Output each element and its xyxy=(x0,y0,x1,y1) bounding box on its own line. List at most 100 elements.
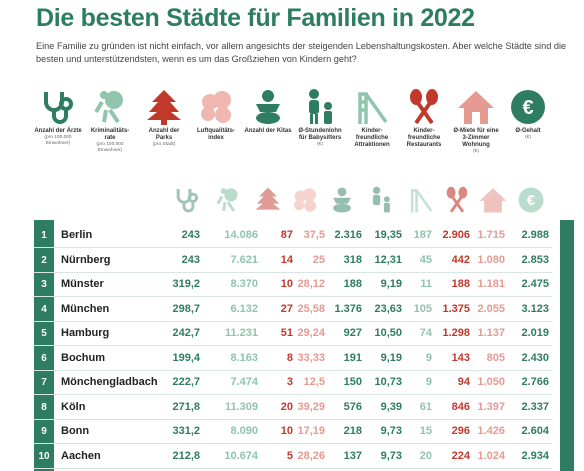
table-row: 10 Aachen 212,8 10.674 5 28,26 137 9,73 20 224 1.0… xyxy=(34,445,552,469)
city-name: Bochum xyxy=(61,351,105,364)
cell-value: 28,12 xyxy=(297,278,325,290)
cell-value: 20 xyxy=(419,449,432,462)
house-icon xyxy=(458,91,494,124)
cell-value: 143 xyxy=(451,351,470,364)
cell-value: 1.715 xyxy=(477,229,505,241)
cell-value: 2.055 xyxy=(477,302,505,315)
stethoscope-icon xyxy=(172,186,202,214)
rank-number: 1 xyxy=(41,230,47,241)
table-row: 1 Berlin 243 14.086 87 37,5 2.316 19,35 187 2.906… xyxy=(34,224,552,248)
cell-value: 25 xyxy=(312,253,325,266)
legend-item-rent: Ø-Miete für eine 3-Zimmer Wohnung (€) xyxy=(452,88,500,155)
legend-item-air: Luftqualitäts-index xyxy=(192,88,240,142)
cell-value: 191 xyxy=(343,351,362,364)
cell-value: 12,31 xyxy=(374,253,402,266)
house-icon xyxy=(478,186,508,214)
cell-value: 1.375 xyxy=(442,302,470,315)
cell-value: 199,4 xyxy=(172,351,200,364)
cell-value: 8 xyxy=(286,351,293,364)
cell-value: 243 xyxy=(181,253,200,266)
cell-value: 94 xyxy=(457,376,470,388)
city-name: Münster xyxy=(61,278,104,290)
cell-value: 576 xyxy=(343,400,362,413)
legend: Anzahl der Ärzte (pro 100.000 Einwohner)… xyxy=(34,88,584,178)
cell-value: 9 xyxy=(425,351,432,364)
legend-label: Luftqualitäts-index xyxy=(197,128,235,141)
cell-value: 11.309 xyxy=(224,400,258,413)
cell-value: 319,2 xyxy=(172,278,200,290)
cell-value: 242,7 xyxy=(172,327,200,339)
cell-value: 9,73 xyxy=(380,449,402,462)
cell-value: 2.853 xyxy=(521,253,549,266)
cell-value: 331,2 xyxy=(172,425,200,437)
cell-value: 33,33 xyxy=(297,351,325,364)
cell-value: 296 xyxy=(451,425,470,437)
cell-value: 9 xyxy=(425,376,432,388)
cell-value: 1.397 xyxy=(477,400,505,413)
cell-value: 7.474 xyxy=(230,376,258,388)
cell-value: 5 xyxy=(286,449,293,462)
legend-sub: (€) xyxy=(525,135,531,140)
cell-value: 10 xyxy=(280,278,293,290)
city-name: Mönchengladbach xyxy=(61,376,158,388)
cloud-icon xyxy=(290,186,320,214)
legend-item-doctors: Anzahl der Ärzte (pro 100.000 Einwohner) xyxy=(34,88,82,147)
intro-text: Eine Familie zu gründen ist nicht einfac… xyxy=(36,41,567,64)
cell-value: 37,5 xyxy=(303,229,325,241)
legend-item-parks: Anzahl der Parks (pro Stadt) xyxy=(140,88,188,148)
cutlery-icon xyxy=(442,186,472,214)
cell-value: 2.604 xyxy=(521,425,549,437)
legend-sub: (pro Stadt) xyxy=(152,142,176,147)
cell-value: 2.766 xyxy=(521,376,549,388)
cell-value: 9,39 xyxy=(380,400,402,413)
running-thief-icon xyxy=(213,186,243,214)
table-row: 9 Bonn 331,2 8.090 10 17,19 218 9,73 15 296 1.426 2… xyxy=(34,420,552,444)
cell-value: 20 xyxy=(280,400,293,413)
legend-label: Anzahl der Kitas xyxy=(244,128,292,134)
legend-item-restaurants: Kinder-freundliche Restaurants xyxy=(400,88,448,149)
tree-icon xyxy=(253,186,283,214)
rank-number: 2 xyxy=(41,254,47,266)
cell-value: 271,8 xyxy=(172,400,200,413)
cell-value: 9,73 xyxy=(380,425,402,437)
cell-value: 212,8 xyxy=(172,449,200,462)
table-row: 6 Bochum 199,4 8.163 8 33,33 191 9,19 9 143 805 2.4… xyxy=(34,347,552,371)
cell-value: 11.231 xyxy=(224,327,258,339)
cell-value: 51 xyxy=(280,327,293,339)
cell-value: 6.132 xyxy=(230,302,258,315)
running-thief-icon xyxy=(94,91,123,124)
rank-number: 6 xyxy=(41,352,47,364)
slide-icon xyxy=(358,92,388,124)
cell-value: 1.024 xyxy=(477,449,505,462)
cell-value: 1.181 xyxy=(477,278,505,290)
cloud-icon xyxy=(201,91,231,123)
legend-item-babysitter: Ø-Stundenlohn für Babysitters (€) xyxy=(296,88,344,148)
baby-icon xyxy=(327,186,357,214)
legend-label: Ø-Stundenlohn für Babysitters xyxy=(298,128,342,141)
legend-sub: (pro 100.000 Einwohner) xyxy=(96,142,124,153)
cell-value: 1.080 xyxy=(477,253,505,266)
legend-sub: (€) xyxy=(473,149,479,154)
city-name: Aachen xyxy=(61,449,101,462)
legend-item-kitas: Anzahl der Kitas xyxy=(244,88,292,135)
cell-value: 188 xyxy=(451,278,470,290)
rank-number: 3 xyxy=(41,279,47,290)
legend-label: Kinder-freundliche Attraktionen xyxy=(354,128,390,148)
cell-value: 23,63 xyxy=(374,302,402,315)
legend-item-crime: Kriminalitäts-rate (pro 100.000 Einwohne… xyxy=(86,88,134,154)
cell-value: 150 xyxy=(343,376,362,388)
city-name: Bonn xyxy=(61,425,90,437)
cell-value: 14 xyxy=(280,253,293,266)
legend-item-salary: € Ø-Gehalt (€) xyxy=(504,88,552,141)
cell-value: 1.426 xyxy=(477,425,505,437)
legend-sub: (pro 100.000 Einwohner) xyxy=(44,135,72,146)
city-name: Köln xyxy=(61,400,86,413)
legend-label: Anzahl der Parks xyxy=(148,128,180,141)
legend-label: Anzahl der Ärzte xyxy=(34,128,82,134)
cell-value: 9,19 xyxy=(380,351,402,364)
cell-value: 846 xyxy=(451,400,470,413)
cell-value: 8.163 xyxy=(230,351,258,364)
cell-value: 28,26 xyxy=(297,449,325,462)
cell-value: 11 xyxy=(420,278,432,290)
baby-icon xyxy=(256,90,280,124)
